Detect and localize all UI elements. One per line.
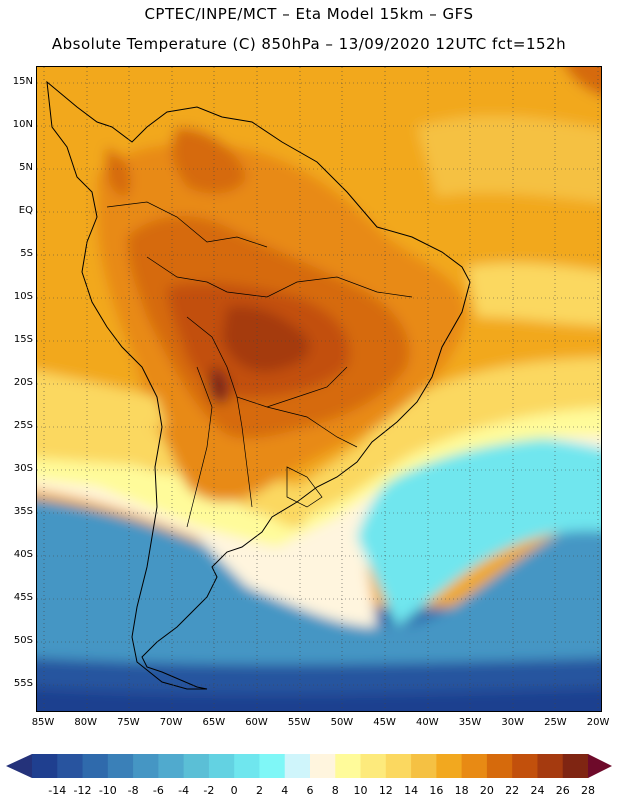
colorbar-high-arrow: [588, 754, 612, 778]
lat-label: 35S: [13, 506, 33, 517]
colorbar-swatch: [107, 754, 134, 778]
temperature-map: [36, 66, 602, 712]
map-canvas: [37, 67, 601, 711]
lon-label: 40W: [415, 717, 439, 728]
lon-label: 80W: [74, 717, 97, 728]
colorbar-tick-label: 10: [353, 784, 368, 797]
lat-label: 30S: [13, 463, 33, 474]
lon-label: 30W: [501, 717, 524, 728]
lon-label: 45W: [373, 717, 396, 728]
colorbar-tick-label: 12: [378, 784, 393, 797]
colorbar-swatch: [208, 754, 235, 778]
colorbar-swatch: [411, 754, 437, 778]
colorbar-tick-label: 0: [230, 784, 238, 797]
lat-label: EQ: [18, 205, 33, 216]
colorbar-swatch: [234, 754, 260, 778]
lat-label: 55S: [13, 678, 33, 689]
colorbar-swatch: [512, 754, 538, 778]
colorbar-tick-label: -2: [203, 784, 215, 797]
lon-label: 60W: [245, 717, 268, 728]
colorbar-swatch: [360, 754, 387, 778]
colorbar-swatch: [158, 754, 185, 778]
lon-label: 35W: [458, 717, 482, 728]
colorbar-swatch: [57, 754, 84, 778]
lat-label: 25S: [13, 420, 33, 431]
colorbar-swatch: [385, 754, 412, 778]
south-america-coastline: [46, 80, 471, 690]
map-title-line-2: Absolute Temperature (C) 850hPa – 13/09/…: [51, 35, 567, 53]
colorbar-swatch: [284, 754, 311, 778]
colorbar-tick-label: 4: [281, 784, 289, 797]
lon-label: 85W: [31, 717, 55, 728]
colorbar-tick-label: -4: [178, 784, 190, 797]
lon-label: 75W: [117, 717, 140, 728]
colorbar-swatch: [32, 754, 58, 778]
lat-label: 5N: [19, 162, 33, 173]
colorbar-tick-label: 14: [404, 784, 419, 797]
lat-label: 20S: [13, 377, 33, 388]
colorbar-low-arrow: [6, 754, 32, 778]
colorbar-swatch: [436, 754, 463, 778]
colorbar-swatch: [562, 754, 589, 778]
colorbar-tick-label: 18: [454, 784, 469, 797]
colorbar-swatch: [335, 754, 362, 778]
lat-label: 15N: [12, 76, 33, 87]
colorbar-tick-label: 24: [530, 784, 545, 797]
colorbar-tick-label: -10: [98, 784, 117, 797]
colorbar-tick-label: -8: [127, 784, 139, 797]
lon-label: 55W: [287, 717, 311, 728]
colorbar-tick-label: 22: [505, 784, 520, 797]
lon-label: 70W: [159, 717, 183, 728]
country-borders: [106, 201, 413, 528]
lat-label: 15S: [13, 334, 33, 345]
colorbar-swatch: [82, 754, 109, 778]
lat-label: 10S: [13, 291, 33, 302]
colorbar-tick-label: -6: [152, 784, 164, 797]
temperature-colorbar: [6, 754, 612, 778]
colorbar-swatch: [183, 754, 210, 778]
lon-label: 50W: [330, 717, 354, 728]
colorbar-swatch: [461, 754, 488, 778]
lat-label: 45S: [13, 592, 33, 603]
colorbar-swatch: [310, 754, 336, 778]
colorbar-swatch: [537, 754, 564, 778]
colorbar-tick-label: 28: [581, 784, 595, 797]
lat-label: 40S: [13, 549, 33, 560]
colorbar-swatch: [133, 754, 159, 778]
temperature-field: [37, 67, 601, 711]
colorbar-tick-label: 2: [255, 784, 263, 797]
lon-label: 25W: [544, 717, 567, 728]
map-title-line-1: CPTEC/INPE/MCT – Eta Model 15km – GFS: [144, 5, 474, 23]
lon-label: 65W: [202, 717, 226, 728]
colorbar-tick-label: -12: [73, 784, 92, 797]
colorbar-tick-label: 20: [479, 784, 494, 797]
lat-label: 5S: [20, 248, 33, 259]
colorbar-swatch: [259, 754, 286, 778]
colorbar-swatch: [486, 754, 513, 778]
lon-label: 20W: [586, 717, 610, 728]
colorbar-tick-label: 8: [331, 784, 339, 797]
lat-label: 50S: [13, 635, 33, 646]
colorbar-tick-label: 26: [555, 784, 570, 797]
colorbar-tick-label: 6: [306, 784, 314, 797]
colorbar-tick-label: -14: [48, 784, 67, 797]
lat-label: 10N: [12, 119, 33, 130]
colorbar-tick-label: 16: [429, 784, 444, 797]
